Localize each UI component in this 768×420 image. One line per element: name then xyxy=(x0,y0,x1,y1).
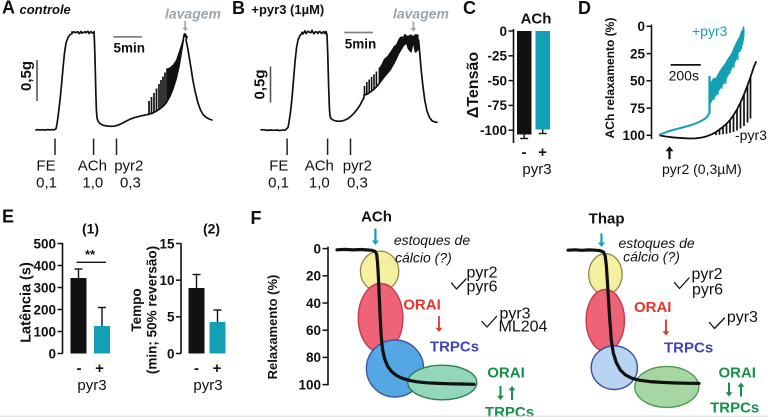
svg-text:-50: -50 xyxy=(487,73,507,88)
svg-text:75: 75 xyxy=(630,101,646,116)
svg-text:0,1: 0,1 xyxy=(36,175,57,192)
svg-text:200: 200 xyxy=(33,302,56,317)
svg-text:Relaxamento (%): Relaxamento (%) xyxy=(265,275,280,380)
svg-text:+: + xyxy=(95,360,104,377)
svg-text:5min: 5min xyxy=(114,41,146,56)
svg-text:lavagem: lavagem xyxy=(165,6,221,22)
svg-text:ACh: ACh xyxy=(78,158,107,175)
svg-text:5min: 5min xyxy=(345,37,377,52)
svg-text:ML204: ML204 xyxy=(499,319,548,336)
svg-text:FE: FE xyxy=(36,158,55,175)
svg-text:TRPCs: TRPCs xyxy=(485,404,534,420)
svg-text:300: 300 xyxy=(33,280,56,295)
svg-text:-: - xyxy=(522,144,527,161)
svg-text:-: - xyxy=(194,360,199,377)
svg-text:Tempo: Tempo xyxy=(129,288,144,331)
svg-text:0,3: 0,3 xyxy=(347,175,368,192)
svg-text:pyr2: pyr2 xyxy=(691,266,722,283)
svg-text:A: A xyxy=(2,0,15,18)
svg-text:0: 0 xyxy=(167,346,175,361)
svg-text:ACh: ACh xyxy=(305,158,334,175)
svg-text:0,1: 0,1 xyxy=(268,175,289,192)
svg-text:ORAI: ORAI xyxy=(487,365,525,382)
svg-text:50: 50 xyxy=(630,74,645,89)
svg-text:0: 0 xyxy=(313,241,321,256)
svg-text:20: 20 xyxy=(306,269,321,284)
svg-text:200s: 200s xyxy=(669,68,699,84)
svg-text:ΔTensão: ΔTensão xyxy=(465,52,482,119)
svg-text:-: - xyxy=(77,360,82,377)
svg-text:pyr3: pyr3 xyxy=(193,377,222,394)
svg-text:D: D xyxy=(578,0,591,18)
svg-text:cálcio (?): cálcio (?) xyxy=(395,250,452,266)
svg-text:Latência (s): Latência (s) xyxy=(19,262,35,343)
svg-text:ACh: ACh xyxy=(361,209,392,226)
svg-text:0: 0 xyxy=(637,19,645,34)
svg-text:500: 500 xyxy=(33,236,56,251)
svg-text:0: 0 xyxy=(499,24,507,39)
svg-text:TRPCs: TRPCs xyxy=(664,340,713,357)
svg-text:B: B xyxy=(232,0,245,18)
svg-text:+pyr3: +pyr3 xyxy=(692,23,728,39)
svg-text:pyr2: pyr2 xyxy=(343,158,372,175)
svg-text:C: C xyxy=(463,0,476,18)
svg-text:cálcio (?): cálcio (?) xyxy=(623,249,680,265)
svg-text:ORAI: ORAI xyxy=(634,299,672,316)
svg-text:pyr3: pyr3 xyxy=(77,377,106,394)
svg-text:1,0: 1,0 xyxy=(82,175,103,192)
svg-text:5: 5 xyxy=(167,310,175,325)
svg-text:ORAI: ORAI xyxy=(718,365,756,382)
svg-text:+pyr3 (1µM): +pyr3 (1µM) xyxy=(251,2,324,17)
svg-text:0,3: 0,3 xyxy=(120,175,141,192)
svg-text:**: ** xyxy=(85,247,96,262)
svg-text:pyr3: pyr3 xyxy=(522,161,551,178)
svg-text:pyr6: pyr6 xyxy=(466,279,497,296)
svg-text:(min; 50% reversão): (min; 50% reversão) xyxy=(145,246,160,374)
svg-text:15: 15 xyxy=(159,236,175,251)
svg-text:60: 60 xyxy=(306,323,321,338)
svg-text:Thap: Thap xyxy=(589,211,625,228)
svg-text:100: 100 xyxy=(622,128,645,143)
svg-text:ACh relaxamento (%): ACh relaxamento (%) xyxy=(603,18,617,139)
svg-text:400: 400 xyxy=(33,258,56,273)
svg-text:+: + xyxy=(538,144,547,161)
svg-text:estoques de: estoques de xyxy=(618,235,694,251)
svg-text:TRPCs: TRPCs xyxy=(430,339,479,356)
svg-text:pyr3: pyr3 xyxy=(727,309,758,326)
svg-text:pyr2: pyr2 xyxy=(466,265,497,282)
svg-text:E: E xyxy=(2,207,14,227)
svg-text:lavagem: lavagem xyxy=(393,6,449,22)
svg-text:ACh: ACh xyxy=(521,11,552,28)
svg-text:pyr2 (0,3µM): pyr2 (0,3µM) xyxy=(662,161,742,177)
svg-text:pyr6: pyr6 xyxy=(692,282,723,299)
svg-text:TRPCs: TRPCs xyxy=(710,400,759,417)
svg-text:25: 25 xyxy=(630,46,646,61)
svg-text:100: 100 xyxy=(298,377,321,392)
svg-text:ORAI: ORAI xyxy=(403,297,441,314)
svg-text:pyr2: pyr2 xyxy=(114,158,143,175)
svg-text:40: 40 xyxy=(306,296,321,311)
svg-text:10: 10 xyxy=(159,273,174,288)
svg-text:-25: -25 xyxy=(487,49,507,64)
svg-text:estoques de: estoques de xyxy=(394,232,470,248)
svg-text:controle: controle xyxy=(20,2,71,17)
svg-text:0,5g: 0,5g xyxy=(252,69,269,99)
svg-text:F: F xyxy=(251,208,262,228)
svg-text:80: 80 xyxy=(306,350,321,365)
svg-text:-100: -100 xyxy=(480,123,507,138)
svg-text:pyr3: pyr3 xyxy=(499,306,530,323)
svg-text:FE: FE xyxy=(269,158,288,175)
svg-text:(1): (1) xyxy=(82,221,99,237)
svg-text:(2): (2) xyxy=(203,221,220,237)
svg-text:+: + xyxy=(213,360,222,377)
svg-text:-pyr3: -pyr3 xyxy=(735,127,767,143)
svg-text:-75: -75 xyxy=(487,98,507,113)
svg-text:1,0: 1,0 xyxy=(309,175,330,192)
svg-text:0: 0 xyxy=(48,346,56,361)
svg-text:0,5g: 0,5g xyxy=(18,61,35,91)
svg-text:100: 100 xyxy=(33,324,56,339)
